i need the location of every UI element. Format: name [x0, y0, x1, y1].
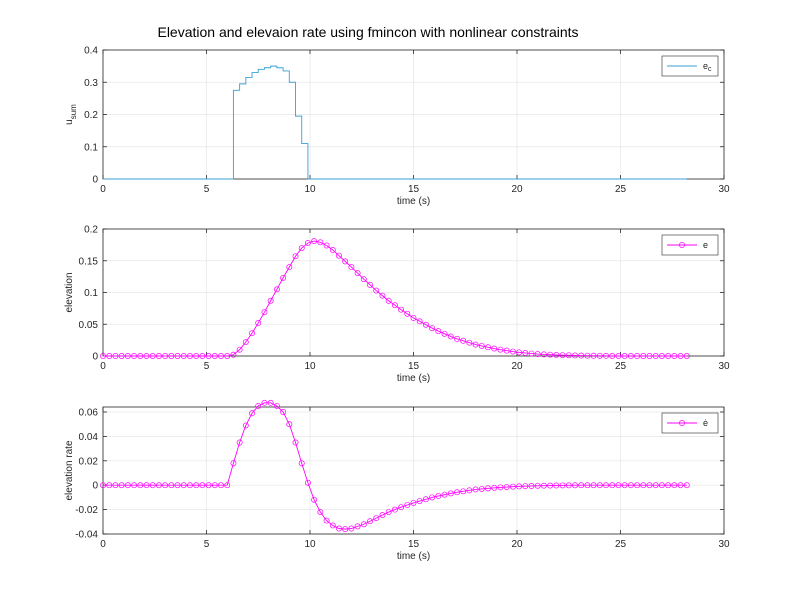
- legend-label: ė: [703, 418, 708, 428]
- x-tick-label: 5: [204, 361, 210, 372]
- x-tick-label: 30: [718, 361, 730, 372]
- y-tick-label: 0.4: [84, 46, 98, 57]
- y-tick-label: 0: [92, 481, 98, 492]
- subplot-2: 0 5 10 15 20 25 30 0 0.05 0.1 0.15 0.2 time (s) eleva…: [64, 225, 730, 385]
- x-tick-label: 10: [304, 361, 316, 372]
- x-tick-label: 10: [304, 539, 316, 550]
- y-tick-label: 0.1: [84, 142, 98, 153]
- x-tick-label: 30: [718, 539, 730, 550]
- x-axis-label: time (s): [397, 551, 430, 562]
- y-tick-label: 0.2: [84, 225, 98, 236]
- legend-label: e: [703, 240, 708, 250]
- legend: ec: [661, 55, 719, 77]
- x-tick-label: 5: [204, 184, 210, 195]
- series-line: [103, 65, 687, 180]
- y-tick-label: 0: [92, 352, 98, 363]
- y-tick-label: 0.02: [79, 456, 99, 467]
- x-tick-label: 0: [100, 539, 106, 550]
- x-axis-label: time (s): [397, 373, 430, 384]
- y-tick-label: 0.05: [79, 320, 99, 331]
- x-axis-label: time (s): [397, 196, 430, 207]
- y-axis-label: elevation rate: [64, 440, 75, 500]
- figure-title: Elevation and elevaion rate using fminco…: [157, 24, 578, 40]
- x-tick-label: 25: [615, 539, 627, 550]
- series-line: [103, 240, 687, 357]
- y-tick-label: -0.02: [75, 505, 98, 516]
- x-tick-label: 15: [408, 539, 420, 550]
- x-tick-label: 30: [718, 184, 730, 195]
- y-tick-label: 0.06: [79, 408, 99, 419]
- y-axis-label: usum: [64, 104, 78, 125]
- y-tick-label: 0.15: [79, 256, 99, 267]
- x-tick-label: 20: [511, 361, 523, 372]
- series-markers: [100, 238, 690, 359]
- x-tick-label: 0: [100, 184, 106, 195]
- legend: e: [661, 234, 719, 256]
- subplot-1: 0 5 10 15 20 25 30 0 0.1 0.2 0.3 0.4 time (s) usum ec: [64, 46, 730, 208]
- x-tick-label: 10: [304, 184, 316, 195]
- x-tick-label: 0: [100, 361, 106, 372]
- x-tick-label: 25: [615, 184, 627, 195]
- x-tick-label: 20: [511, 184, 523, 195]
- x-tick-label: 5: [204, 539, 210, 550]
- x-tick-label: 15: [408, 361, 420, 372]
- y-axis-label: elevation: [64, 272, 75, 312]
- legend-label: ec: [703, 61, 712, 73]
- legend: ė: [661, 412, 719, 434]
- y-tick-label: 0.1: [84, 288, 98, 299]
- y-tick-label: -0.04: [75, 530, 98, 541]
- series-markers: [100, 399, 690, 533]
- x-tick-label: 15: [408, 184, 420, 195]
- x-tick-label: 25: [615, 361, 627, 372]
- y-tick-label: 0.04: [79, 432, 99, 443]
- y-tick-label: 0.3: [84, 78, 98, 89]
- subplot-3: 0 5 10 15 20 25 30 -0.04 -0.02 0 0.02 0.04 0.06 time …: [64, 399, 730, 562]
- y-tick-label: 0.2: [84, 110, 98, 121]
- y-tick-label: 0: [92, 175, 98, 186]
- x-tick-label: 20: [511, 539, 523, 550]
